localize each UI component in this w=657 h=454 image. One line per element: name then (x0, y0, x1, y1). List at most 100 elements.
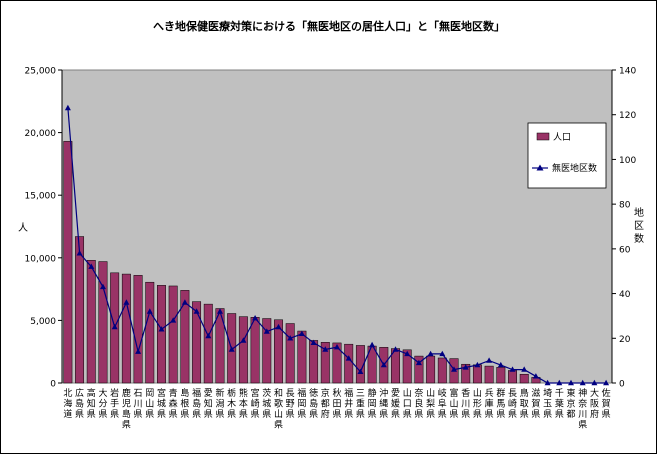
line-point (357, 368, 364, 374)
x-tick-label: 大分県 (98, 387, 107, 420)
x-tick-char: 取 (520, 399, 529, 410)
x-tick-char: 島 (122, 408, 131, 420)
line-point (474, 361, 481, 368)
x-tick-char: 島 (192, 398, 201, 410)
x-tick-label: 群馬県 (496, 387, 505, 420)
x-tick-char: 県 (309, 409, 318, 420)
bar (496, 367, 506, 384)
x-tick-char: 東 (567, 387, 576, 399)
x-tick-char: 大 (590, 387, 599, 399)
x-tick-char: 県 (496, 409, 505, 420)
bar (180, 290, 190, 384)
x-tick-label: 東京都 (567, 387, 576, 420)
x-tick-char: 県 (438, 409, 447, 420)
x-tick-char: 形 (473, 398, 482, 410)
x-tick-char: 石 (134, 389, 143, 399)
line-point (88, 263, 95, 269)
line-point (334, 344, 340, 350)
right-tick-label: 60 (619, 245, 631, 255)
x-tick-label: 福岡県 (297, 387, 306, 420)
x-tick-char: 茨 (262, 387, 271, 399)
x-tick-char: 県 (157, 409, 166, 420)
line-point (439, 350, 446, 357)
bar (484, 365, 494, 384)
x-tick-label: 熊本県 (239, 387, 248, 420)
right-axis-title-char: 数 (634, 232, 644, 245)
x-tick-char: 徳 (309, 387, 318, 399)
line-point (217, 308, 223, 314)
line-point (509, 366, 516, 372)
x-tick-label: 愛知県 (204, 387, 213, 420)
x-tick-char: 知 (87, 398, 96, 410)
x-tick-char: 葉 (555, 398, 564, 410)
x-tick-char: 福 (297, 387, 306, 399)
x-tick-char: 福 (344, 387, 353, 399)
x-tick-char: 香 (461, 388, 470, 399)
x-tick-label: 香川県 (461, 388, 470, 420)
bar (121, 273, 131, 384)
x-tick-char: 京 (567, 398, 576, 410)
x-tick-label: 石川県 (134, 389, 143, 420)
x-tick-char: 佐 (602, 387, 611, 399)
x-tick-char: 愛 (204, 387, 213, 399)
bar (157, 285, 166, 384)
bar (297, 330, 307, 384)
line-point (193, 308, 200, 314)
x-tick-char: 知 (204, 398, 213, 410)
bar (508, 370, 517, 384)
x-tick-char: 県 (555, 409, 564, 420)
right-tick-label: 100 (619, 156, 636, 166)
chart-title: へき地保健医療対策における「無医地区の居住人口」と「無医地区数」 (153, 19, 505, 33)
x-tick-label: 埼玉県 (543, 387, 552, 420)
x-tick-char: 根 (180, 398, 189, 410)
x-tick-label: 山形県 (473, 388, 482, 420)
line-point (451, 366, 457, 372)
left-tick-label: 25,000 (25, 67, 57, 77)
line-point (158, 326, 165, 332)
x-tick-label: 岩手県 (110, 387, 119, 420)
line-point (568, 379, 574, 386)
x-tick-char: 本 (239, 398, 248, 410)
x-tick-char: 縄 (379, 399, 388, 410)
x-tick-label: 長崎県 (508, 388, 517, 420)
x-tick-label: 沖縄県 (379, 387, 388, 420)
x-tick-char: 県 (344, 409, 353, 420)
line-point (123, 299, 130, 305)
x-tick-char: 都 (321, 399, 330, 410)
x-tick-char: 城 (157, 399, 166, 410)
x-tick-char: 府 (590, 408, 599, 420)
x-tick-char: 和 (274, 388, 283, 399)
left-tick-label: 0 (50, 380, 56, 390)
x-tick-char: 県 (286, 409, 295, 420)
x-tick-char: 県 (239, 409, 248, 420)
x-tick-char: 歌 (274, 398, 283, 410)
x-tick-char: 県 (215, 409, 224, 420)
x-tick-char: 県 (450, 409, 459, 420)
x-tick-char: 城 (262, 399, 271, 410)
bar (250, 317, 260, 384)
line-point (64, 104, 71, 111)
line-point (181, 299, 188, 305)
x-tick-char: 沖 (379, 387, 388, 399)
right-axis-title-char: 地 (634, 206, 644, 219)
bar (86, 260, 96, 384)
x-tick-label: 三重県 (356, 389, 365, 420)
x-tick-char: 都 (567, 409, 576, 420)
x-tick-label: 福井県 (344, 387, 353, 420)
line-series (64, 104, 610, 386)
x-tick-label: 宮城県 (157, 387, 166, 420)
x-tick-char: 府 (321, 408, 330, 420)
x-tick-label: 岐阜県 (438, 387, 447, 420)
right-tick-label: 40 (619, 290, 631, 300)
x-tick-label: 佐賀県 (602, 387, 611, 420)
x-tick-char: 県 (602, 409, 611, 420)
x-tick-label: 長野県 (286, 388, 295, 420)
x-tick-char: 県 (356, 409, 365, 420)
x-tick-label: 奈良県 (414, 387, 423, 420)
x-tick-label: 山梨県 (426, 388, 435, 420)
x-tick-char: 福 (192, 387, 201, 399)
x-tick-char: 静 (368, 387, 377, 399)
x-tick-char: 北 (63, 388, 72, 399)
